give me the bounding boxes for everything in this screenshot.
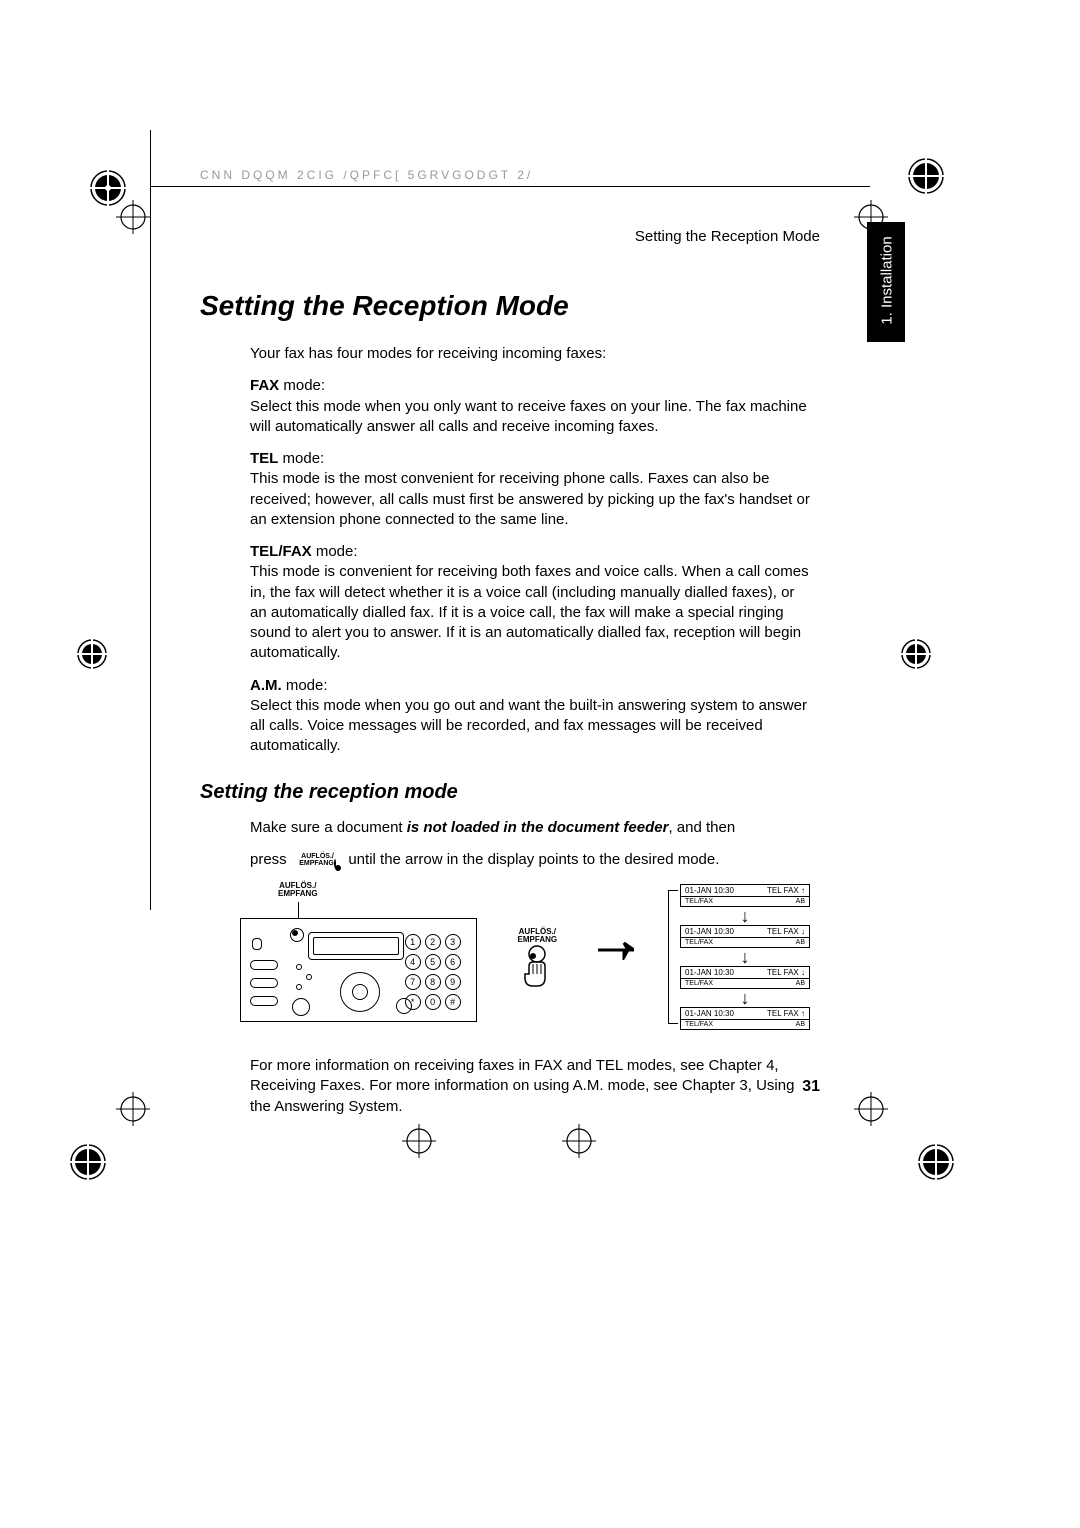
section-subtitle: Setting the reception mode — [200, 781, 810, 804]
arrow-icon — [598, 940, 634, 966]
header-code: CNN DQQM 2CIG /QPFC[ 5GRVGODGT 2/ — [200, 168, 533, 182]
crosshair-icon — [114, 198, 152, 236]
down-arrow-icon: ↓ — [680, 950, 810, 964]
down-arrow-icon: ↓ — [680, 991, 810, 1005]
page-number: 31 — [802, 1078, 820, 1096]
crop-line — [150, 130, 151, 910]
reg-mark — [52, 1126, 124, 1198]
running-head: Setting the Reception Mode — [635, 228, 820, 245]
crosshair-icon — [852, 1090, 890, 1128]
intro-text: Your fax has four modes for receiving in… — [250, 344, 810, 364]
chapter-tab: 1. Installation — [867, 222, 905, 342]
state-box: 01-JAN 10:30TEL FAX ↓ TEL/FAXAB — [680, 925, 810, 948]
crosshair-icon — [114, 1090, 152, 1128]
mode-tel: TEL mode: This mode is the most convenie… — [250, 449, 810, 530]
instruction-line1: Make sure a document is not loaded in th… — [250, 818, 810, 838]
chapter-tab-label: 1. Installation — [879, 231, 896, 331]
mode-button-icon: AUFLÖS./ EMPFANG — [299, 853, 336, 867]
reg-mark — [890, 140, 962, 212]
page-content: Setting the Reception Mode Your fax has … — [200, 290, 810, 1129]
lcd-screen — [308, 932, 404, 960]
keypad: 123 456 789 *0# — [405, 934, 461, 1010]
state-box: 01-JAN 10:30TEL FAX ↑ TEL/FAXAB — [680, 1007, 810, 1030]
reg-mark — [62, 624, 122, 684]
press-hand-icon: AUFLÖS./EMPFANG — [507, 928, 568, 997]
mode-fax: FAX mode: Select this mode when you only… — [250, 376, 810, 437]
fax-device-figure: AUFLÖS./EMPFANG — [240, 884, 477, 1022]
mode-am: A.M. mode: Select this mode when you go … — [250, 676, 810, 757]
display-states: 01-JAN 10:30TEL FAX ↑ TEL/FAXAB ↓ 01-JAN… — [664, 884, 810, 1032]
crop-line — [150, 186, 870, 187]
diagram: AUFLÖS./EMPFANG — [240, 884, 810, 1032]
page-title: Setting the Reception Mode — [200, 290, 810, 322]
footer-text: For more information on receiving faxes … — [250, 1056, 810, 1117]
down-arrow-icon: ↓ — [680, 909, 810, 923]
reg-mark — [900, 1126, 972, 1198]
state-box: 01-JAN 10:30TEL FAX ↑ TEL/FAXAB — [680, 884, 810, 907]
reg-mark — [886, 624, 946, 684]
instruction-line2: press AUFLÖS./ EMPFANG until the arrow i… — [250, 850, 810, 870]
state-box: 01-JAN 10:30TEL FAX ↓ TEL/FAXAB — [680, 966, 810, 989]
mode-telfax: TEL/FAX mode: This mode is convenient fo… — [250, 542, 810, 664]
fax-button-label: AUFLÖS./EMPFANG — [278, 882, 318, 898]
